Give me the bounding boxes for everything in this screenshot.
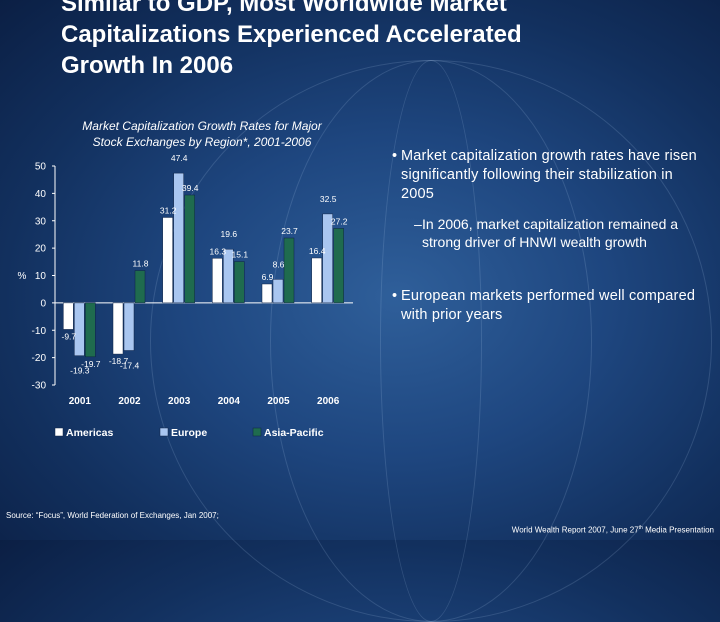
data-label: 6.9 <box>262 272 274 282</box>
y-tick-label: -10 <box>32 326 47 337</box>
bar-americas-2003 <box>162 217 173 304</box>
chart-title-line: Stock Exchanges by Region*, 2001-2006 <box>92 135 312 149</box>
data-label: 8.6 <box>273 259 285 269</box>
bar-asia-pacific-2006 <box>333 228 344 304</box>
data-label: -19.3 <box>70 366 90 376</box>
footer-report-text: World Wealth Report 2007, June 27 <box>511 525 639 535</box>
slide-title: Similar to GDP, Most Worldwide Market Ca… <box>61 0 681 81</box>
legend-swatch <box>159 427 169 437</box>
sub-bullet-item: – In 2006, market capitalization remaine… <box>414 215 702 251</box>
x-tick-label: 2004 <box>218 396 241 407</box>
legend-label: Europe <box>171 427 207 439</box>
chart-title: Market Capitalization Growth Rates for M… <box>52 118 352 150</box>
sub-bullet-text: In 2006, market capitalization remained … <box>422 216 679 250</box>
footer-report: World Wealth Report 2007, June 27th Medi… <box>512 525 714 535</box>
slide-title-line: Capitalizations Experienced Accelerated <box>61 21 522 48</box>
y-tick-label: 10 <box>35 271 47 282</box>
data-label: 23.7 <box>281 226 298 236</box>
bar-europe-2002 <box>123 302 135 351</box>
bar-asia-pacific-2005 <box>283 237 295 304</box>
bar-asia-pacific-2003 <box>184 194 195 304</box>
legend-label: Americas <box>66 427 113 439</box>
bar-americas-2006 <box>311 257 322 304</box>
sub-bullet-dash: – <box>414 216 422 232</box>
bar-europe-2006 <box>322 213 333 304</box>
data-label: 16.4 <box>309 246 326 256</box>
bullet-list: • Market capitalization growth rates hav… <box>392 147 702 325</box>
slide-title-line: Growth In 2006 <box>61 52 234 79</box>
data-label: 11.8 <box>133 259 149 269</box>
globe-meridian <box>380 60 482 622</box>
y-axis-label: % <box>18 271 27 282</box>
x-tick-label: 2001 <box>69 396 92 407</box>
x-tick-label: 2002 <box>118 396 141 407</box>
data-label: 31.2 <box>160 205 177 215</box>
bar-asia-pacific-2001 <box>85 302 96 358</box>
legend-swatch <box>252 427 262 437</box>
bar-americas-2004 <box>212 258 223 304</box>
y-tick-label: -20 <box>32 353 47 364</box>
bar-asia-pacific-2004 <box>234 261 245 304</box>
slide-title-line: Similar to GDP, Most Worldwide Market <box>61 0 507 17</box>
footer-report-sup: th <box>638 525 643 531</box>
y-tick-label: 50 <box>35 162 47 173</box>
bar-americas-2005 <box>261 283 273 304</box>
data-label: -19.7 <box>81 359 101 369</box>
data-label: 27.2 <box>331 216 348 226</box>
footer-report-tail: Media Presentation <box>642 525 714 535</box>
data-label: 15.1 <box>232 250 249 260</box>
data-label: 47.4 <box>171 153 188 163</box>
bar-chart: -30 -20 -10 0 10 20 30 40 50% -9.7 -19.3-19.7 2001… <box>18 153 353 439</box>
bullet-item: • Market capitalization growth rates hav… <box>392 147 702 204</box>
bullet-item: • European markets performed well compar… <box>392 287 702 325</box>
bar-americas-2001 <box>63 302 74 330</box>
bullet-text: European markets performed well compared… <box>401 288 696 323</box>
y-tick-label: 20 <box>35 244 47 255</box>
y-tick-label: 30 <box>35 216 47 227</box>
bar-americas-2002 <box>112 302 124 355</box>
y-tick-label: -30 <box>32 381 47 392</box>
bar-europe-2005 <box>272 279 284 304</box>
bullet-glyph: • <box>392 148 398 164</box>
bar-asia-pacific-2002 <box>134 270 146 304</box>
data-label: -18.7 <box>109 356 129 366</box>
x-tick-label: 2006 <box>317 396 340 407</box>
data-label: 19.6 <box>221 229 238 239</box>
data-label: 32.5 <box>320 194 337 204</box>
y-tick-label: 40 <box>35 189 47 200</box>
x-tick-label: 2005 <box>267 396 290 407</box>
data-label: 16.3 <box>210 246 227 256</box>
bar-europe-2004 <box>223 248 234 304</box>
data-label: 39.4 <box>182 183 199 193</box>
data-label: -9.7 <box>62 331 77 341</box>
bullet-text: Market capitalization growth rates have … <box>401 148 697 202</box>
source-note: Source: “Focus”, World Federation of Exc… <box>6 511 219 520</box>
legend-label: Asia-Pacific <box>264 427 324 439</box>
bar-europe-2001 <box>74 302 85 356</box>
bullet-glyph: • <box>392 288 398 304</box>
x-tick-label: 2003 <box>168 396 191 407</box>
bar-europe-2003 <box>173 172 184 304</box>
y-tick-label: 0 <box>40 298 46 309</box>
legend-swatch <box>54 427 64 437</box>
data-label: -17.4 <box>120 361 140 371</box>
chart-title-line: Market Capitalization Growth Rates for M… <box>82 119 322 133</box>
